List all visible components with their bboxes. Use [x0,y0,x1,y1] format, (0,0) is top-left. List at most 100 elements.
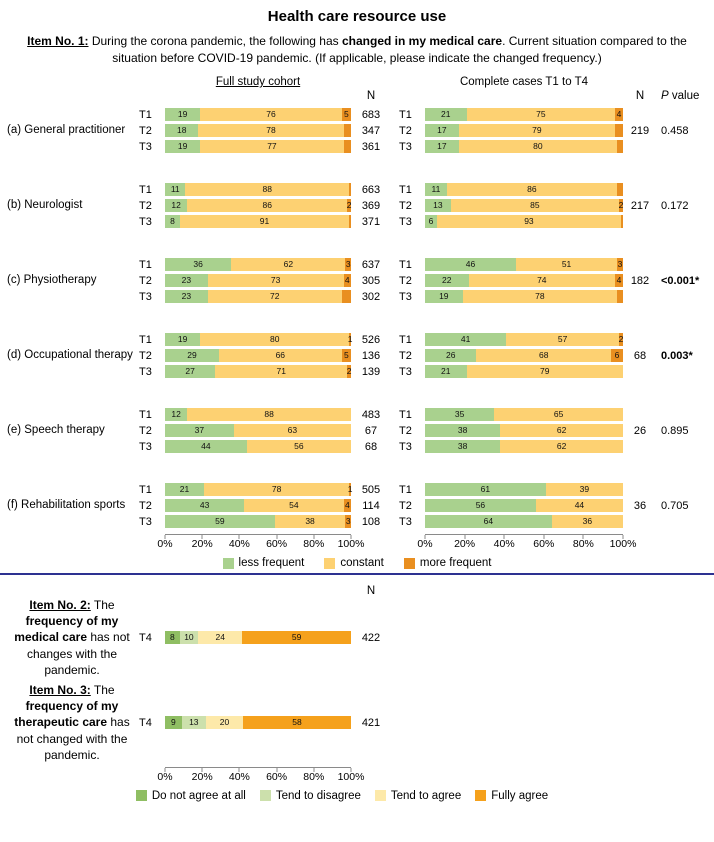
bar-segment: 19 [425,290,463,304]
stacked-bar: 27 71 2 [165,365,352,379]
chart-group: (a) General practitioner T1 19 76 5 683 T1 21 75… [5,108,709,154]
text-run: The [90,683,115,698]
stacked-bar: 19 80 1 [165,333,352,347]
bar-segment: 5 [341,349,351,363]
bar-segment: 2 [619,199,623,213]
bar-segment: 26 [425,349,477,363]
p-value: 0.172 [661,199,689,212]
time-label: T1 [399,183,412,196]
bar-segment: 79 [466,365,623,379]
bar-row: T1 11 88 663 T1 11 86 [139,183,623,197]
bar-segment: 59 [242,631,351,645]
text-run: changed in my medical care [341,34,503,48]
bar-row: T3 44 56 68 T3 38 62 [139,440,623,454]
stacked-bar: 43 54 4 [165,499,351,513]
chart-group: (d) Occupational therapy T1 19 80 1 526 T1 41 57… [5,333,709,379]
p-value: 0.705 [661,499,689,512]
axis-tick [238,535,240,540]
time-label: T2 [399,124,412,137]
bar-segment: 19 [165,333,201,347]
bar-segment: 12 [165,199,188,213]
segment-value: 54 [289,500,299,511]
segment-value: 66 [275,350,286,361]
complete-cases-bar-cell: 17 80 [425,140,623,154]
segment-value: 72 [269,291,280,302]
bar-segment: 56 [425,499,536,513]
segment-value: 18 [177,125,187,136]
segment-value: 37 [194,425,205,436]
category-label: (c) Physiotherapy [7,274,97,287]
segment-value: 38 [457,425,468,436]
bar-segment: 38 [425,440,501,454]
bar-segment: 8 [165,631,180,645]
bar-segment: 4 [615,108,623,122]
segment-value: 13 [189,717,199,728]
p-header-rest: value [668,90,700,103]
segment-value: 56 [294,441,304,452]
bar-segment [621,215,623,229]
axis-tick-label: 0% [417,538,433,551]
stacked-bar: 6 93 [425,215,623,229]
full-cohort-bar-cell: 19 77 [165,140,351,154]
segment-value: 62 [283,259,294,270]
legend-item: constant [324,557,384,570]
bar-segment: 21 [425,108,467,122]
axis-tick-label: 100% [609,538,637,551]
full-cohort-bar-cell: 19 80 1 [165,333,352,347]
segment-value: 56 [475,500,486,511]
segment-value: 12 [171,409,181,420]
axis-tick-label: 60% [266,538,288,551]
legend-label: Fully agree [491,789,549,802]
segment-value: 19 [177,109,188,120]
bar-segment: 63 [233,424,351,438]
bar-segment: 1 [348,333,352,347]
bar-segment: 19 [165,108,201,122]
time-label: T1 [139,408,152,421]
stacked-bar: 38 62 [425,424,623,438]
complete-cases-bar-cell: 13 85 2 [425,199,623,213]
bar-segment: 78 [198,124,344,138]
item1-legend: less frequent constant more frequent [5,557,709,569]
segment-value: 78 [535,291,545,302]
bar-segment: 93 [436,215,621,229]
stacked-bar: 11 88 [165,183,351,197]
axis-tick-label: 0% [157,538,173,551]
n-value: 139 [361,365,381,378]
bar-row: T3 19 77 361 T3 17 80 [139,140,623,154]
bar-segment: 9 [165,716,182,729]
bar-segment: 88 [185,183,350,197]
segment-value: 88 [262,184,273,195]
group-rows: T1 19 76 5 683 T1 21 75 4 T2 18 78 347 T2 17 79 T3 19 77 36… [139,108,623,154]
bar-row: T1 19 80 1 526 T1 41 57 2 [139,333,623,347]
segment-value: 4 [616,109,622,120]
segment-value: 41 [460,334,471,345]
bar-segment: 39 [545,483,623,497]
time-label: T2 [139,274,152,287]
segment-value: 59 [215,516,225,527]
axis-tick-label: 0% [157,770,173,783]
bar-segment: 35 [425,408,495,422]
bar-segment: 6 [611,349,623,363]
segment-value: 93 [524,216,534,227]
bar-segment: 23 [165,274,208,288]
segment-value: 57 [557,334,568,345]
full-cohort-bar-cell: 37 63 [165,424,351,438]
text-run: . Current situation compared to the situ… [112,34,687,65]
axis-tick [503,535,505,540]
segment-value: 46 [465,259,476,270]
axis-tick-label: 40% [228,538,250,551]
bar-segment: 22 [425,274,469,288]
segment-value: 12 [171,200,181,211]
stacked-bar: 26 68 6 [425,349,623,363]
text-run: Item No. 3: [29,683,91,698]
time-label: T3 [399,440,412,453]
stacked-bar: 12 88 [165,408,351,422]
segment-value: 21 [441,109,451,120]
bar-segment: 44 [165,440,247,454]
segment-value: 36 [193,259,203,270]
full-cohort-bar-cell: 12 86 2 [165,199,352,213]
legend-label: constant [340,557,384,570]
bar-segment: 51 [516,258,618,272]
bar-segment: 2 [347,199,352,213]
